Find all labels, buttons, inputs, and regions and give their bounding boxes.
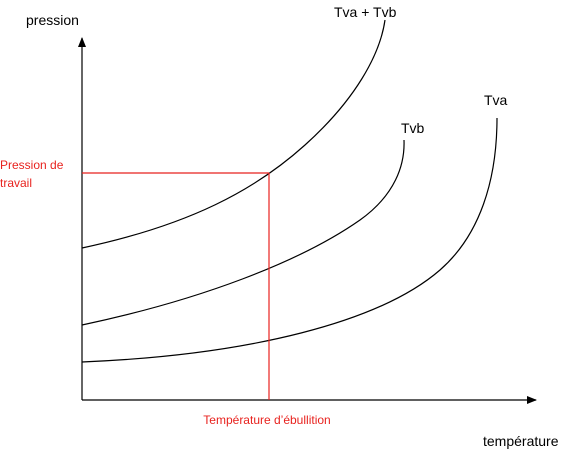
- x-axis-label: température: [483, 433, 559, 449]
- pressure-label: Pression de: [0, 158, 64, 172]
- curve-label: Tva: [484, 92, 508, 108]
- curve-label: Tvb: [401, 120, 425, 136]
- pressure-label: travail: [0, 176, 32, 190]
- curve: [81, 117, 498, 363]
- y-axis-label: pression: [26, 12, 79, 28]
- curve-label: Tva + Tvb: [334, 4, 397, 20]
- temperature-label: Température d’ébullition: [203, 413, 330, 427]
- curve: [81, 19, 386, 249]
- curve: [81, 139, 405, 326]
